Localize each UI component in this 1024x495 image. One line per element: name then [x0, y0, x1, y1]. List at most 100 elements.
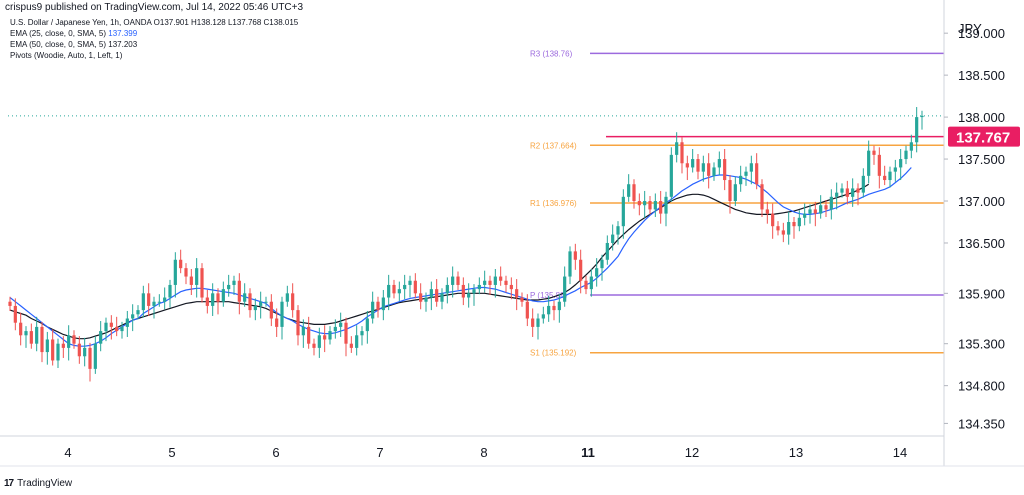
candle-body[interactable]	[520, 297, 524, 302]
candle-body[interactable]	[712, 167, 716, 176]
candle-body[interactable]	[141, 293, 145, 311]
candle-body[interactable]	[392, 284, 396, 294]
candle-body[interactable]	[899, 159, 903, 168]
candle-body[interactable]	[893, 167, 897, 172]
candle-body[interactable]	[419, 293, 423, 302]
candle-body[interactable]	[616, 226, 620, 235]
candle-body[interactable]	[557, 301, 561, 311]
candle-body[interactable]	[643, 201, 647, 206]
candle-body[interactable]	[259, 301, 263, 306]
candle-body[interactable]	[723, 159, 727, 181]
candle-body[interactable]	[696, 159, 700, 172]
candle-body[interactable]	[568, 251, 572, 277]
candle-body[interactable]	[776, 226, 780, 231]
candle-body[interactable]	[829, 196, 833, 210]
candle-body[interactable]	[365, 318, 369, 332]
candle-body[interactable]	[563, 276, 567, 302]
candle-body[interactable]	[664, 196, 668, 214]
candle-body[interactable]	[589, 276, 593, 290]
candle-body[interactable]	[344, 322, 348, 344]
candle-body[interactable]	[477, 284, 481, 290]
candle-body[interactable]	[445, 284, 449, 294]
candle-body[interactable]	[920, 115, 924, 118]
candle-body[interactable]	[440, 293, 444, 302]
candle-body[interactable]	[269, 301, 273, 319]
legend-ema50-row[interactable]: EMA (50, close, 0, SMA, 5) 137.203	[10, 39, 298, 50]
candle-body[interactable]	[888, 171, 892, 181]
candle-body[interactable]	[157, 301, 161, 303]
candle-body[interactable]	[408, 280, 412, 285]
candle-body[interactable]	[339, 322, 343, 327]
candle-body[interactable]	[312, 343, 316, 348]
candle-body[interactable]	[835, 192, 839, 197]
candle-body[interactable]	[285, 293, 289, 302]
candle-body[interactable]	[328, 331, 332, 340]
candle-body[interactable]	[531, 318, 535, 327]
candle-body[interactable]	[125, 318, 129, 327]
candle-body[interactable]	[413, 280, 417, 294]
candle-body[interactable]	[232, 280, 236, 285]
candle-body[interactable]	[499, 276, 503, 281]
candle-body[interactable]	[872, 150, 876, 155]
candle-body[interactable]	[861, 175, 865, 193]
candle-body[interactable]	[488, 280, 492, 285]
candle-body[interactable]	[803, 213, 807, 218]
candle-body[interactable]	[760, 184, 764, 210]
candle-body[interactable]	[669, 154, 673, 197]
legend-pivots-row[interactable]: Pivots (Woodie, Auto, 1, Left, 1)	[10, 50, 298, 61]
candle-body[interactable]	[648, 201, 652, 210]
candle-body[interactable]	[467, 293, 471, 298]
candle-body[interactable]	[573, 251, 577, 260]
candle-body[interactable]	[67, 335, 71, 348]
candle-body[interactable]	[253, 305, 257, 311]
candle-body[interactable]	[13, 305, 17, 323]
candle-body[interactable]	[333, 326, 337, 332]
ema50-line[interactable]	[9, 183, 870, 340]
candle-body[interactable]	[99, 331, 103, 344]
candle-body[interactable]	[131, 314, 135, 319]
candle-body[interactable]	[35, 326, 39, 344]
candle-body[interactable]	[611, 234, 615, 243]
candle-body[interactable]	[51, 339, 55, 361]
candle-body[interactable]	[856, 188, 860, 193]
candle-body[interactable]	[296, 310, 300, 336]
candle-body[interactable]	[787, 222, 791, 235]
candle-body[interactable]	[72, 335, 76, 344]
candle-body[interactable]	[205, 297, 209, 306]
candle-body[interactable]	[221, 289, 225, 302]
candle-body[interactable]	[808, 209, 812, 214]
candle-body[interactable]	[621, 196, 625, 227]
candle-body[interactable]	[83, 347, 87, 357]
candle-body[interactable]	[173, 259, 177, 285]
candle-body[interactable]	[728, 180, 732, 202]
candle-body[interactable]	[200, 268, 204, 298]
candle-body[interactable]	[877, 154, 881, 176]
candle-body[interactable]	[701, 163, 705, 172]
candle-body[interactable]	[781, 230, 785, 235]
candle-body[interactable]	[915, 117, 919, 143]
candle-body[interactable]	[184, 268, 188, 277]
candle-body[interactable]	[461, 284, 465, 298]
candle-body[interactable]	[504, 280, 508, 285]
candle-body[interactable]	[605, 242, 609, 260]
candle-body[interactable]	[115, 326, 119, 332]
candle-body[interactable]	[88, 347, 92, 369]
legend-ema25-row[interactable]: EMA (25, close, 0, SMA, 5) 137.399	[10, 28, 298, 39]
candle-body[interactable]	[104, 322, 108, 332]
candle-body[interactable]	[381, 297, 385, 311]
candle-body[interactable]	[355, 335, 359, 348]
symbol-name[interactable]: U.S. Dollar / Japanese Yen, 1h, OANDA	[10, 18, 152, 27]
candle-body[interactable]	[40, 326, 44, 353]
candle-body[interactable]	[819, 205, 823, 214]
candle-body[interactable]	[840, 188, 844, 193]
candle-body[interactable]	[301, 326, 305, 336]
candle-body[interactable]	[797, 217, 801, 227]
candle-body[interactable]	[659, 201, 663, 214]
candle-body[interactable]	[291, 293, 295, 311]
candle-body[interactable]	[685, 163, 689, 168]
candle-body[interactable]	[275, 318, 279, 327]
candle-body[interactable]	[216, 293, 220, 302]
candle-body[interactable]	[456, 276, 460, 285]
candle-body[interactable]	[248, 293, 252, 311]
candle-body[interactable]	[904, 150, 908, 160]
